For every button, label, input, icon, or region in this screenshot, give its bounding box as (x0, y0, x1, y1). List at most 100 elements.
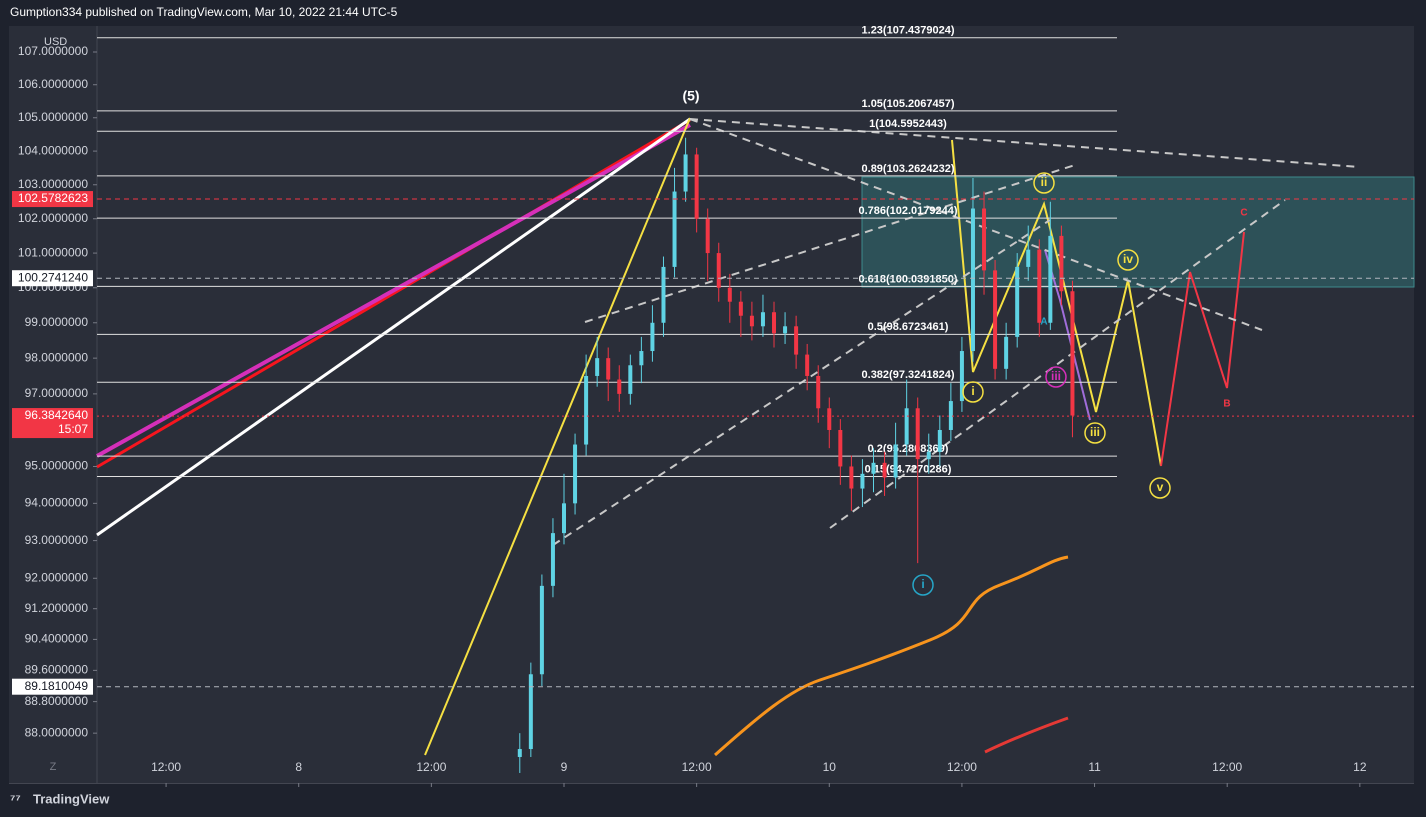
x-tick-label: 9 (561, 760, 568, 774)
fib-label: 0.15(94.7270286) (865, 463, 952, 475)
y-tick-label: 99.0000000 (25, 315, 89, 329)
candle-body (904, 408, 909, 445)
fib-label: 1(104.5952443) (869, 118, 947, 130)
price-tag-label: 102.5782623 (18, 191, 88, 205)
candle-body (993, 270, 998, 369)
trend-line (96, 117, 691, 537)
fib-label: 0.618(100.0391850) (858, 273, 957, 285)
candle-body (617, 379, 622, 394)
header: Gumption334 published on TradingView.com… (10, 5, 398, 19)
wave-label: iii (1090, 425, 1100, 439)
fib-label: 0.89(103.2624232) (862, 163, 955, 175)
wave-line (424, 117, 691, 756)
candle-body (573, 444, 578, 504)
candle-body (871, 462, 876, 474)
candle-body (1015, 266, 1020, 337)
candle-body (860, 473, 865, 489)
candle-body (1004, 336, 1009, 369)
candle-body (1048, 235, 1053, 323)
wave-projection (951, 139, 1162, 467)
y-tick-label: 103.0000000 (18, 177, 88, 191)
wave-label: B (1223, 399, 1230, 410)
fib-label: 0.5(98.6723461) (868, 321, 949, 333)
wave-label: i (971, 384, 974, 398)
y-tick-label: 94.0000000 (25, 496, 89, 510)
wave-label: iv (1123, 252, 1133, 266)
candle-body (816, 375, 821, 409)
y-tick-label: 107.0000000 (18, 44, 88, 58)
wave-label: iii (1051, 369, 1061, 383)
price-tag (12, 408, 93, 439)
y-tick-label: 95.0000000 (25, 459, 89, 473)
countdown: 15:07 (58, 422, 88, 436)
wave-label: v (1157, 480, 1164, 494)
candle-body (970, 208, 975, 352)
candle-body (1026, 249, 1031, 267)
y-tick-label: 102.0000000 (18, 211, 88, 225)
chart-pane (9, 26, 1414, 783)
wave-circle (1084, 422, 1106, 444)
price-tag-label: 89.1810049 (25, 679, 89, 693)
candle-body (948, 401, 953, 430)
candle-body (650, 322, 655, 352)
candle-body (528, 674, 533, 750)
wave-circle (1033, 172, 1055, 194)
candle-body (959, 351, 964, 402)
candle-body (716, 253, 721, 288)
candle-body (849, 466, 854, 489)
wave-label: A (1040, 317, 1047, 328)
candle-body (915, 408, 920, 460)
drawings (96, 117, 1415, 757)
y-tick-label: 89.6000000 (25, 663, 89, 677)
fib-label: 1.23(107.4379024) (862, 25, 955, 37)
candle-body (760, 312, 765, 327)
wave-label: C (1240, 208, 1247, 219)
candle-body (584, 375, 589, 445)
y-tick-label: 98.0000000 (25, 350, 89, 364)
footer-logo: TradingView (33, 791, 110, 806)
fib-label: 0.2(95.2808369) (868, 443, 949, 455)
currency-label: USD (44, 36, 67, 48)
wave-label: i (921, 577, 924, 591)
corner-label: Z (50, 761, 57, 773)
target-zone (861, 176, 1415, 288)
candle-body (694, 154, 699, 219)
candle-body (705, 218, 710, 254)
candle-body (772, 312, 777, 334)
candle-body (661, 266, 666, 323)
y-tick-label: 90.4000000 (25, 632, 89, 646)
candle-body (595, 358, 600, 376)
candle-body (683, 154, 688, 192)
wave-label: (5) (682, 88, 699, 104)
wave-label: ii (1041, 175, 1048, 189)
candle-body (794, 326, 799, 355)
candle-body (805, 354, 810, 376)
candle-body (783, 326, 788, 334)
candle-body (550, 533, 555, 586)
candle-body (937, 429, 942, 452)
candle-body (539, 585, 544, 675)
candle-body (926, 451, 931, 460)
candle-body (628, 365, 633, 394)
x-tick-label: 12:00 (947, 760, 977, 774)
wave-circle (1045, 366, 1067, 388)
y-tick-label: 88.8000000 (25, 694, 89, 708)
axis-border (9, 783, 1414, 784)
y-tick-label: 101.0000000 (18, 245, 88, 259)
wave-circle (962, 381, 984, 403)
candle-body (827, 408, 832, 430)
candle-body (893, 444, 898, 478)
wave-circle (1149, 477, 1171, 499)
wave-line (1044, 249, 1091, 421)
x-tick-label: 12:00 (416, 760, 446, 774)
moving-average (714, 555, 1069, 757)
y-tick-label: 93.0000000 (25, 533, 89, 547)
price-tag (12, 191, 93, 208)
candle-body (982, 208, 987, 271)
wave-circle (1117, 249, 1139, 271)
price-tag (12, 270, 93, 287)
x-tick-label: 12 (1353, 760, 1367, 774)
candle-body (882, 462, 887, 478)
moving-average (984, 716, 1069, 754)
